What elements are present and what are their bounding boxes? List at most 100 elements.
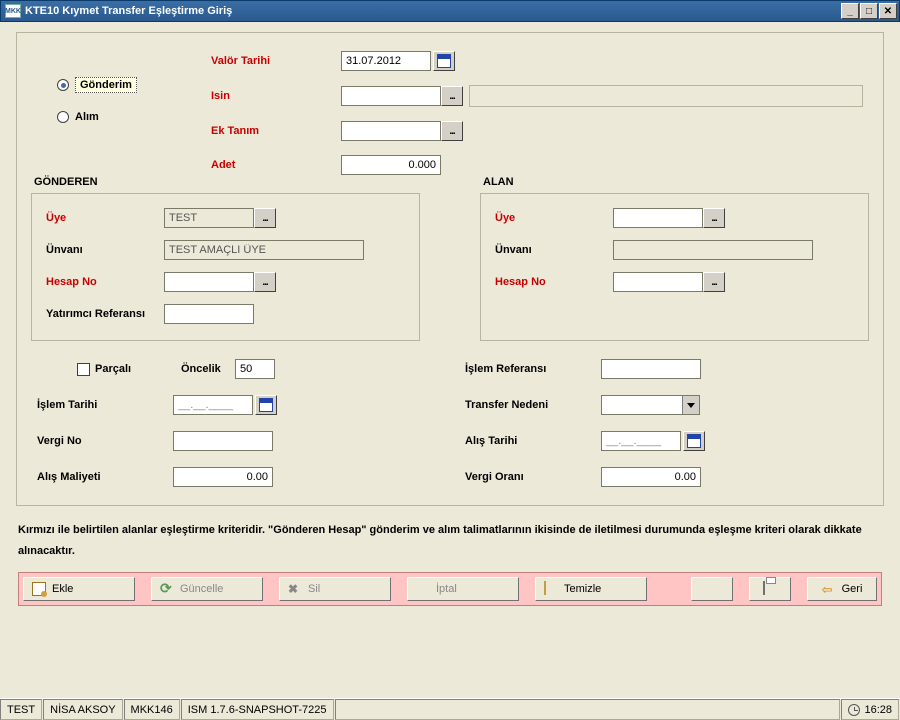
geri-label: Geri	[842, 583, 863, 595]
valor-tarihi-input[interactable]	[341, 51, 431, 71]
sil-button[interactable]: ✖ Sil	[279, 577, 391, 601]
yatirimci-ref-label: Yatırımcı Referansı	[46, 308, 164, 320]
titlebar: MKK KTE10 Kıymet Transfer Eşleştirme Gir…	[0, 0, 900, 22]
adet-label: Adet	[211, 159, 341, 171]
refresh-icon: ⟳	[160, 582, 174, 596]
bottom-left-column: Parçalı Öncelik İşlem Tarihi Vergi No Al…	[37, 359, 435, 491]
radio-alim[interactable]: Alım	[57, 111, 211, 123]
radio-dot-icon	[57, 79, 69, 91]
alis-maliyeti-label: Alış Maliyeti	[37, 471, 173, 483]
gonderen-hesap-label: Hesap No	[46, 276, 164, 288]
radio-alim-label: Alım	[75, 111, 99, 123]
islem-tarihi-calendar-button[interactable]	[255, 395, 277, 415]
gonderen-uye-label: Üye	[46, 212, 164, 224]
alan-uye-input[interactable]	[613, 208, 703, 228]
minimize-button[interactable]: _	[841, 3, 859, 19]
party-panels: GÖNDEREN Üye ... Ünvanı Hesap No ... Yat…	[31, 193, 869, 341]
alan-uye-browse-button[interactable]: ...	[703, 208, 725, 228]
ek-tanim-input[interactable]	[341, 121, 441, 141]
isin-browse-button[interactable]: ...	[441, 86, 463, 106]
eraser-icon	[544, 582, 558, 596]
valor-tarihi-calendar-button[interactable]	[433, 51, 455, 71]
window-buttons: _ □ ✕	[840, 3, 897, 19]
ekle-button[interactable]: Ekle	[23, 577, 135, 601]
alan-title: ALAN	[481, 176, 516, 188]
alis-maliyeti-input[interactable]	[173, 467, 273, 487]
geri-button[interactable]: ⇦ Geri	[807, 577, 877, 601]
status-user-code: TEST	[0, 699, 42, 720]
sil-label: Sil	[308, 583, 320, 595]
gonderen-uye-browse-button[interactable]: ...	[254, 208, 276, 228]
alis-tarihi-input[interactable]	[601, 431, 681, 451]
alan-unvani-input	[613, 240, 813, 260]
transfer-nedeni-value	[602, 396, 682, 414]
status-user-name: NİSA AKSOY	[43, 699, 122, 720]
chevron-down-icon	[682, 396, 699, 414]
ek-tanim-browse-button[interactable]: ...	[441, 121, 463, 141]
alis-tarihi-label: Alış Tarihi	[465, 435, 601, 447]
main-frame: Gönderim Alım Valör Tarihi Isin ...	[16, 32, 884, 506]
status-spacer	[335, 699, 841, 720]
blank-button[interactable]	[691, 577, 733, 601]
parcali-checkbox[interactable]	[77, 363, 90, 376]
footer-note: Kırmızı ile belirtilen alanlar eşleştirm…	[18, 520, 882, 562]
oncelik-label: Öncelik	[181, 363, 235, 375]
alan-uye-label: Üye	[495, 212, 613, 224]
action-toolbar: Ekle ⟳ Güncelle ✖ Sil İptal Temizle ⇦ Ge…	[18, 572, 882, 606]
alan-hesap-label: Hesap No	[495, 276, 613, 288]
vergi-no-input[interactable]	[173, 431, 273, 451]
back-icon: ⇦	[822, 582, 836, 596]
isin-label: Isin	[211, 90, 341, 102]
adet-input[interactable]	[341, 155, 441, 175]
calendar-icon	[259, 398, 273, 412]
islem-ref-label: İşlem Referansı	[465, 363, 601, 375]
add-icon	[32, 582, 46, 596]
calendar-icon	[687, 434, 701, 448]
radio-dot-icon	[57, 111, 69, 123]
calendar-icon	[437, 54, 451, 68]
temizle-button[interactable]: Temizle	[535, 577, 647, 601]
radio-gonderim-label: Gönderim	[75, 77, 137, 93]
ekle-label: Ekle	[52, 583, 73, 595]
gonderen-hesap-input[interactable]	[164, 272, 254, 292]
gonderen-title: GÖNDEREN	[32, 176, 100, 188]
content-area: Gönderim Alım Valör Tarihi Isin ...	[0, 22, 900, 606]
top-section: Gönderim Alım Valör Tarihi Isin ...	[31, 51, 869, 189]
bottom-fields: Parçalı Öncelik İşlem Tarihi Vergi No Al…	[31, 359, 869, 491]
gonderen-hesap-browse-button[interactable]: ...	[254, 272, 276, 292]
islem-tarihi-label: İşlem Tarihi	[37, 399, 173, 411]
ek-tanim-label: Ek Tanım	[211, 125, 341, 137]
clock-icon	[848, 704, 860, 716]
radio-gonderim[interactable]: Gönderim	[57, 77, 211, 93]
delete-icon: ✖	[288, 582, 302, 596]
close-button[interactable]: ✕	[879, 3, 897, 19]
cancel-icon	[416, 582, 430, 596]
alan-hesap-input[interactable]	[613, 272, 703, 292]
vergi-orani-input[interactable]	[601, 467, 701, 487]
valor-tarihi-label: Valör Tarihi	[211, 55, 341, 67]
alan-unvani-label: Ünvanı	[495, 244, 613, 256]
print-button[interactable]	[749, 577, 791, 601]
guncelle-button[interactable]: ⟳ Güncelle	[151, 577, 263, 601]
iptal-button[interactable]: İptal	[407, 577, 519, 601]
status-terminal: MKK146	[124, 699, 180, 720]
transfer-nedeni-dropdown[interactable]	[601, 395, 700, 415]
transfer-nedeni-label: Transfer Nedeni	[465, 399, 601, 411]
status-version: ISM 1.7.6-SNAPSHOT-7225	[181, 699, 334, 720]
oncelik-input[interactable]	[235, 359, 275, 379]
alis-tarihi-calendar-button[interactable]	[683, 431, 705, 451]
yatirimci-ref-input[interactable]	[164, 304, 254, 324]
isin-input[interactable]	[341, 86, 441, 106]
guncelle-label: Güncelle	[180, 583, 223, 595]
statusbar: TEST NİSA AKSOY MKK146 ISM 1.7.6-SNAPSHO…	[0, 698, 900, 720]
top-fields: Valör Tarihi Isin ... Ek Tanım ... Adet	[211, 51, 869, 189]
gonderen-uye-input	[164, 208, 254, 228]
islem-ref-input[interactable]	[601, 359, 701, 379]
direction-radios: Gönderim Alım	[31, 51, 211, 189]
islem-tarihi-input[interactable]	[173, 395, 253, 415]
maximize-button[interactable]: □	[860, 3, 878, 19]
status-clock: 16:28	[841, 699, 899, 720]
gonderen-panel: GÖNDEREN Üye ... Ünvanı Hesap No ... Yat…	[31, 193, 420, 341]
vergi-no-label: Vergi No	[37, 435, 173, 447]
alan-hesap-browse-button[interactable]: ...	[703, 272, 725, 292]
